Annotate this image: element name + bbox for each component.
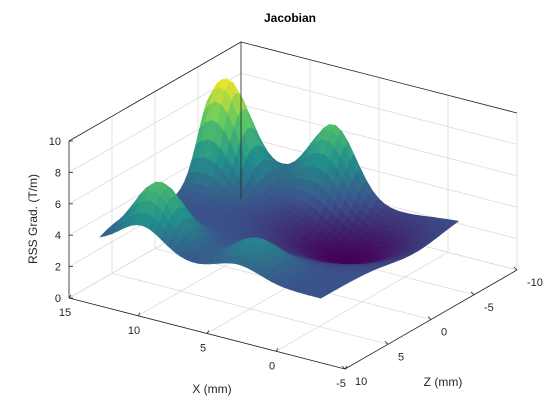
surface-plot — [100, 79, 458, 298]
z-axis-label: RSS Grad. (T/m) — [26, 174, 40, 264]
x-axis-label: X (mm) — [192, 382, 231, 396]
z-tick-label: 0 — [55, 293, 61, 305]
x-tick-label: -5 — [336, 378, 346, 390]
x-tick-label: 0 — [269, 360, 275, 372]
chart-title: Jacobian — [264, 11, 316, 25]
y-axis-label: Z (mm) — [424, 375, 463, 389]
y-tick-label: -10 — [527, 277, 543, 289]
y-tick-label: -5 — [484, 302, 494, 314]
x-tick-label: 5 — [200, 343, 206, 355]
z-tick-label: 10 — [49, 136, 61, 148]
z-tick-label: 4 — [55, 230, 61, 242]
z-tick-label: 8 — [55, 167, 61, 179]
x-tick-label: 10 — [128, 325, 140, 337]
x-tick-label: 15 — [59, 307, 71, 319]
z-tick-label: 6 — [55, 199, 61, 211]
z-tick-label: 2 — [55, 262, 61, 274]
y-tick-label: 10 — [355, 376, 367, 388]
y-tick-label: 0 — [441, 327, 447, 339]
y-tick-label: 5 — [398, 351, 404, 363]
